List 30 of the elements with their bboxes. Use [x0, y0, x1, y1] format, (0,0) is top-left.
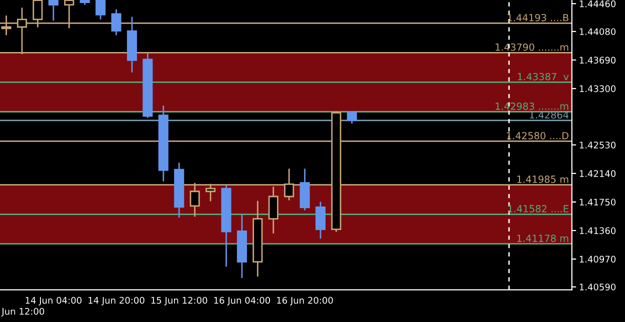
y-tick-label: 1.43300 [580, 85, 616, 92]
y-tick-label: 1.44080 [580, 28, 616, 36]
x-tick-label: 14 Jun 20:00 [88, 296, 144, 306]
ref-line-label: 1.41582 ....E [508, 205, 568, 212]
ref-line-label: 1.41178 m [517, 234, 568, 242]
ref-line-label: 1.43790 .......m [496, 43, 568, 51]
x-tick-label: 14 Jun 04:00 [26, 296, 82, 306]
y-tick-label: 1.41750 [580, 198, 616, 206]
ref-line-label: 1.42580 ....D [506, 132, 568, 140]
ref-line-label: 1.44193 ....B [508, 14, 568, 22]
ref-line-label: 1.42983 .......m [496, 102, 568, 110]
candlestick [346, 112, 357, 124]
y-tick-label: 1.40590 [580, 284, 616, 290]
ref-line-label: 1.42864 [530, 111, 568, 119]
ref-line-label: 1.41985 m [517, 176, 568, 183]
candlestick [48, 0, 58, 22]
y-tick-label: 1.42530 [580, 142, 616, 148]
x-tick-label: 16 Jun 04:00 [214, 296, 270, 306]
y-tick-label: 1.43690 [580, 56, 616, 64]
y-tick-label: 1.40970 [580, 256, 616, 263]
candlestick [96, 0, 106, 20]
text: Jun 12:00 [1, 308, 44, 316]
x-tick-label: 16 Jun 20:00 [277, 296, 333, 306]
y-tick-label: 1.42140 [580, 170, 616, 177]
x-tick-label: 15 Jun 12:00 [151, 296, 208, 306]
y-tick-label: 1.44460 [580, 0, 616, 8]
candlestick [111, 8, 122, 36]
y-tick-label: 1.41360 [580, 227, 616, 234]
ref-line-label: 1.43387 v [518, 72, 569, 80]
candlestick [315, 201, 326, 240]
